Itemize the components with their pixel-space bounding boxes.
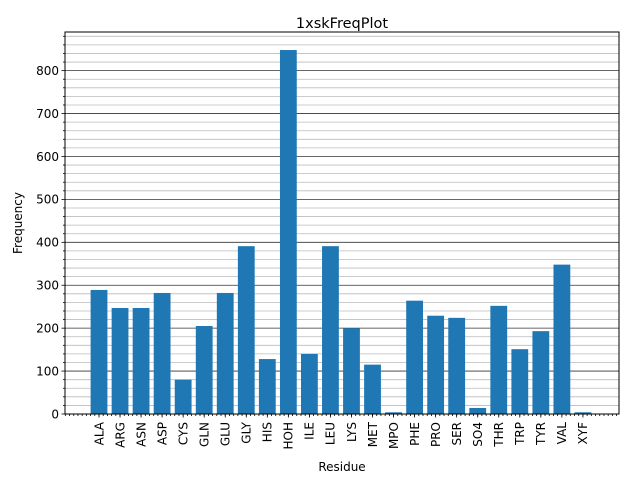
y-tick-label: 700 [36, 107, 59, 121]
bar-pro [427, 315, 445, 414]
bar-met [364, 364, 381, 414]
x-tick-label: ALA [92, 421, 106, 445]
x-tick-label: ASP [155, 422, 169, 445]
bars [90, 50, 592, 414]
plot-frame [64, 31, 620, 415]
y-axis-title: Frequency [11, 192, 25, 254]
plot-area: ALA ARG ASN ASP CYS GLN GLU GLY HIS HOH ILE LEU LYS M… [36, 31, 620, 450]
x-tick-label: GLY [240, 421, 254, 443]
bar-asn [132, 307, 150, 414]
x-tick-label: XYF [576, 422, 590, 445]
bar-xyf [574, 412, 592, 414]
bar-hoh [279, 50, 297, 414]
bar-phe [406, 300, 423, 414]
bar-mpo [385, 412, 402, 414]
x-tick-label: PRO [429, 422, 443, 447]
x-tick-label: TYR [534, 422, 548, 446]
bar-his [258, 359, 276, 414]
x-tick-label: CYS [176, 422, 190, 445]
bar-ile [301, 353, 318, 414]
bar-asp [153, 292, 171, 414]
x-tick-label: GLU [219, 422, 233, 446]
bar-thr [490, 305, 508, 414]
x-tick-label: HOH [282, 422, 296, 450]
bar-gln [195, 326, 213, 414]
y-tick-label: 0 [51, 407, 59, 421]
x-tick-label: ILE [303, 422, 317, 440]
bar-trp [511, 349, 529, 414]
x-axis-ticks: ALA ARG ASN ASP CYS GLN GLU GLY HIS HOH ILE LEU LYS M… [64, 414, 617, 450]
x-tick-label: LEU [324, 422, 338, 445]
y-tick-label: 600 [36, 150, 59, 164]
x-tick-label: ARG [113, 422, 127, 448]
bar-val [553, 264, 571, 414]
y-tick-label: 500 [36, 193, 59, 207]
y-tick-label: 300 [36, 279, 59, 293]
x-tick-label: THR [492, 422, 506, 448]
x-tick-label: ASN [134, 422, 148, 447]
x-tick-label: TRP [513, 422, 527, 446]
x-tick-label: HIS [261, 422, 275, 442]
y-tick-label: 800 [36, 64, 59, 78]
x-axis-title: Residue [318, 460, 365, 474]
x-tick-label: VAL [555, 422, 569, 445]
chart-title: 1xskFreqPlot [296, 16, 388, 32]
major-gridlines [65, 70, 619, 415]
bar-arg [111, 307, 129, 414]
x-tick-label: LYS [345, 422, 359, 442]
x-tick-label: SER [450, 422, 464, 446]
bar-glu [216, 292, 234, 414]
x-tick-label: SO4 [471, 422, 485, 447]
bar-tyr [532, 331, 550, 414]
bar-ala [90, 289, 108, 414]
y-axis-ticks: 0 100 200 300 400 500 600 700 800 [36, 35, 65, 421]
y-tick-label: 200 [36, 321, 59, 335]
x-tick-label: PHE [408, 422, 422, 446]
bar-leu [322, 246, 339, 414]
bar-ser [448, 317, 466, 414]
x-tick-label: MET [366, 421, 380, 447]
bar-gly [237, 246, 255, 414]
x-tick-label: MPO [387, 422, 401, 449]
bar-so4 [469, 407, 487, 414]
y-tick-label: 100 [36, 364, 59, 378]
x-tick-label: GLN [198, 422, 212, 447]
bar-cys [174, 379, 192, 414]
bar-lys [343, 328, 360, 414]
y-tick-label: 400 [36, 236, 59, 250]
